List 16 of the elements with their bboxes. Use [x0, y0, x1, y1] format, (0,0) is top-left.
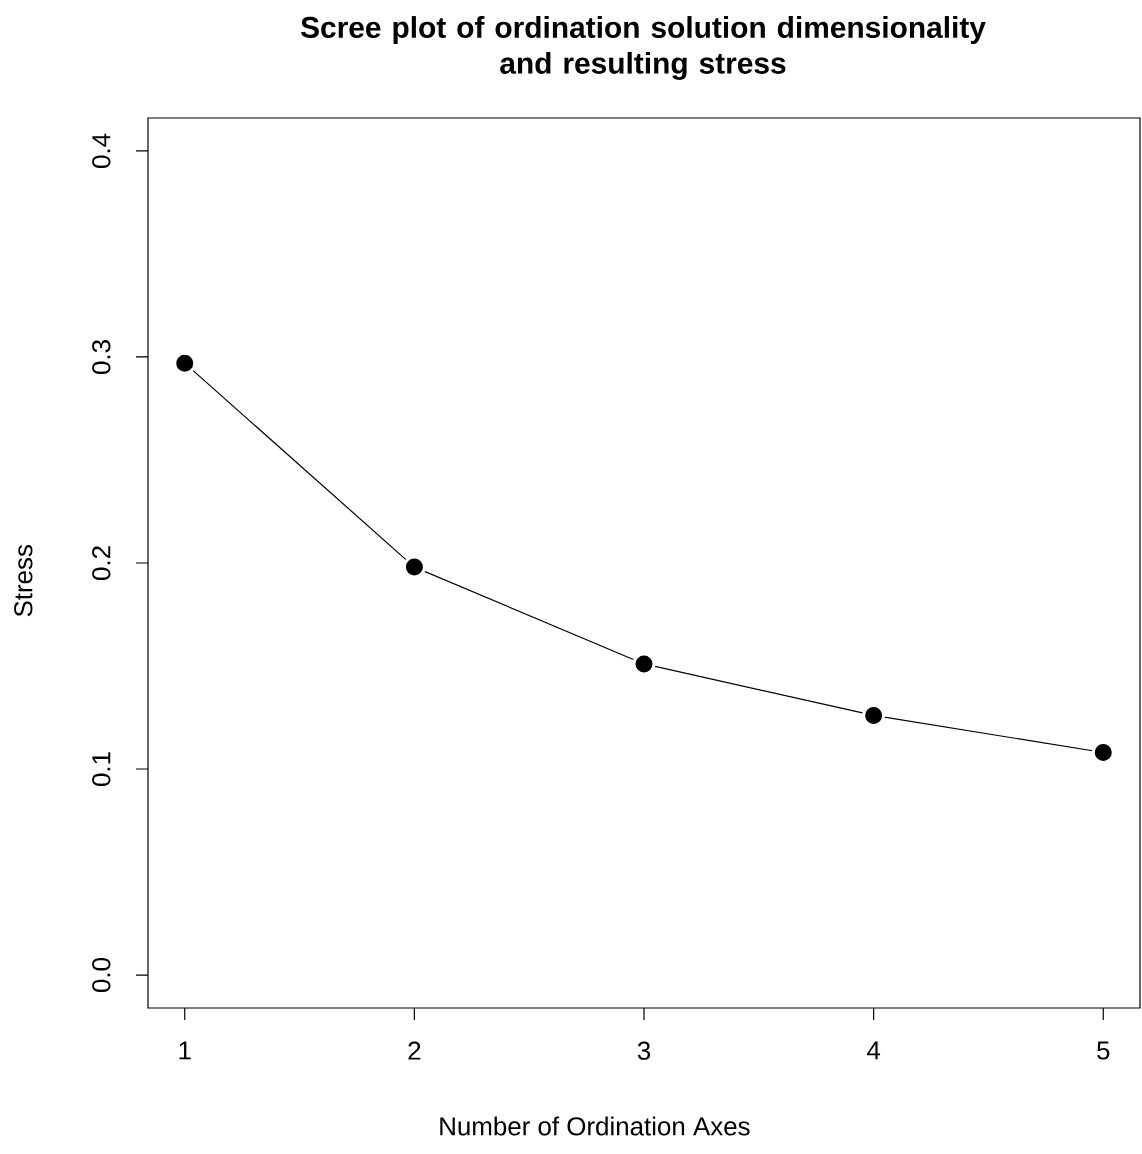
point — [402, 555, 426, 579]
point — [632, 652, 656, 676]
y-tick-label: 0.0 — [92, 958, 111, 993]
y-tick-label: 0.1 — [92, 752, 111, 786]
x-tick-label: 3 — [637, 1041, 651, 1060]
x-tick-label: 2 — [408, 1041, 421, 1060]
x-tick-label: 5 — [1097, 1041, 1110, 1060]
x-tick-label: 4 — [867, 1041, 881, 1060]
x-axis-title: Number of Ordination Axes — [440, 1116, 750, 1136]
y-axis-title: Stress — [14, 545, 33, 617]
y-tick-label: 0.3 — [92, 340, 111, 374]
chart-title: Scree plot of ordination solution dimensionality and resulting stress — [300, 16, 986, 80]
x-tick-label: 1 — [179, 1041, 191, 1060]
y-tick-label: 0.4 — [92, 133, 111, 168]
y-tick-label: 0.2 — [92, 546, 111, 580]
point — [173, 351, 197, 375]
